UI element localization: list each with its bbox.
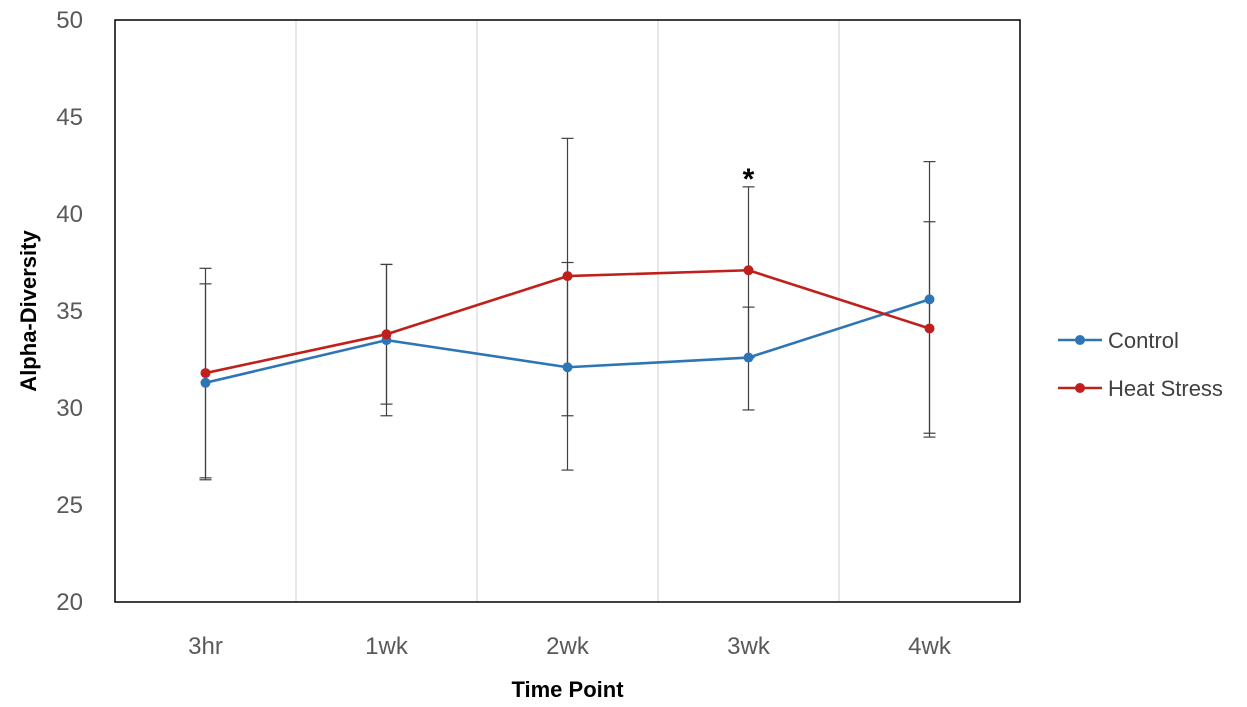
legend-item-control: Control xyxy=(1058,328,1179,353)
legend-label: Control xyxy=(1108,328,1179,353)
y-tick-label: 50 xyxy=(56,7,83,34)
legend-swatch-marker xyxy=(1075,383,1085,393)
annotations: * xyxy=(743,163,755,196)
x-axis-ticks: 3hr 1wk 2wk 3wk 4wk xyxy=(188,633,952,660)
y-tick-label: 20 xyxy=(56,589,83,616)
x-tick-label: 1wk xyxy=(365,633,409,660)
legend: Control Heat Stress xyxy=(1058,328,1223,401)
y-axis-title: Alpha-Diversity xyxy=(16,230,41,392)
x-axis-title: Time Point xyxy=(511,677,624,702)
error-bars xyxy=(199,137,936,481)
y-tick-label: 35 xyxy=(56,298,83,325)
y-tick-label: 25 xyxy=(56,492,83,519)
x-tick-label: 3wk xyxy=(727,633,771,660)
data-point-control xyxy=(562,362,573,373)
y-axis-ticks: 20 25 30 35 40 45 50 xyxy=(56,7,83,616)
series-points xyxy=(200,265,935,388)
plot-grid xyxy=(295,20,840,602)
y-tick-label: 30 xyxy=(56,395,83,422)
data-point-control xyxy=(924,294,935,305)
x-tick-label: 2wk xyxy=(546,633,590,660)
data-point-heat-stress xyxy=(200,368,211,379)
y-tick-label: 40 xyxy=(56,201,83,228)
x-tick-label: 3hr xyxy=(188,633,223,660)
significance-marker: * xyxy=(743,163,755,196)
data-point-control xyxy=(200,377,211,388)
data-point-heat-stress xyxy=(562,271,573,282)
legend-swatch-marker xyxy=(1075,335,1085,345)
legend-label: Heat Stress xyxy=(1108,376,1223,401)
data-point-control xyxy=(743,352,754,363)
data-point-heat-stress xyxy=(743,265,754,276)
y-tick-label: 45 xyxy=(56,104,83,131)
data-point-heat-stress xyxy=(924,323,935,334)
x-tick-label: 4wk xyxy=(908,633,952,660)
plot-area-frame xyxy=(114,19,1021,603)
legend-item-heat-stress: Heat Stress xyxy=(1058,376,1223,401)
data-point-heat-stress xyxy=(381,329,392,340)
